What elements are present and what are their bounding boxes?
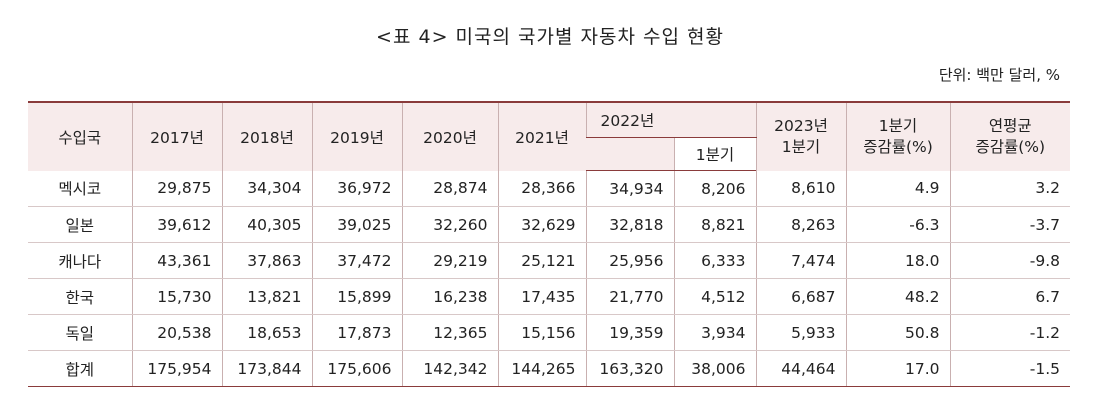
- table-cell: 37,863: [221, 242, 312, 279]
- row-country: 한국: [28, 278, 132, 315]
- table-cell: -6.3: [845, 206, 950, 243]
- table-row: 캐나다 43,361 37,863 37,472 29,219 25,121 25,956 6…: [28, 242, 1070, 279]
- table-cell: 5,933: [755, 314, 846, 351]
- header-cagr: 연평균 증감률(%): [949, 101, 1070, 171]
- header-year: 2018년: [221, 101, 312, 171]
- table-cell: 29,219: [401, 242, 498, 279]
- table-cell: 8,610: [755, 170, 846, 207]
- table-cell: 28,874: [401, 170, 498, 207]
- table-cell: 32,818: [585, 206, 674, 243]
- row-country: 일본: [28, 206, 132, 243]
- table-cell: 8,206: [673, 170, 756, 207]
- table-cell: 40,305: [221, 206, 312, 243]
- header-country: 수입국: [28, 101, 132, 171]
- table-cell: 39,025: [311, 206, 402, 243]
- table-cell: 6,333: [673, 242, 756, 279]
- header-q1-growth: 1분기 증감률(%): [845, 101, 950, 171]
- header-2023-line2: 1분기: [781, 137, 821, 156]
- header-cagr-line2: 증감률(%): [975, 137, 1046, 156]
- table-cell: 175,606: [311, 350, 402, 387]
- table-title: <표 4> 미국의 국가별 자동차 수입 현황: [376, 26, 724, 48]
- table-cell: 44,464: [755, 350, 846, 387]
- table-cell: 17,873: [311, 314, 402, 351]
- table-cell: 38,006: [673, 350, 756, 387]
- table-cell: 25,956: [585, 242, 674, 279]
- table-row: 합계 175,954 173,844 175,606 142,342 144,265 163…: [28, 350, 1070, 387]
- table-cell: 21,770: [585, 278, 674, 315]
- header-year: 2019년: [311, 101, 402, 171]
- table-cell: -3.7: [949, 206, 1070, 243]
- header-2022-blank: [586, 137, 674, 171]
- table-cell: 3,934: [673, 314, 756, 351]
- table-cell: -1.2: [949, 314, 1070, 351]
- table-cell: 37,472: [311, 242, 402, 279]
- table-cell: 15,899: [311, 278, 402, 315]
- table-cell: 48.2: [845, 278, 950, 315]
- header-year: 2020년: [401, 101, 498, 171]
- table-cell: 8,263: [755, 206, 846, 243]
- table-cell: 34,304: [221, 170, 312, 207]
- table-cell: 39,612: [131, 206, 222, 243]
- table-cell: 50.8: [845, 314, 950, 351]
- table-body: 멕시코 29,875 34,304 36,972 28,874 28,366 34,934 8…: [28, 170, 1070, 387]
- table-cell: 163,320: [585, 350, 674, 387]
- table-cell: 6.7: [949, 278, 1070, 315]
- table-cell: 25,121: [497, 242, 586, 279]
- unit-note: 단위: 백만 달러, %: [938, 66, 1060, 84]
- table-cell: 13,821: [221, 278, 312, 315]
- table-cell: 142,342: [401, 350, 498, 387]
- table-cell: 173,844: [221, 350, 312, 387]
- table-cell: 36,972: [311, 170, 402, 207]
- header-growth-line2: 증감률(%): [863, 137, 933, 156]
- import-table: 수입국 2017년 2018년 2019년 2020년 2021년 2022년 …: [28, 101, 1070, 387]
- table-cell: 4.9: [845, 170, 950, 207]
- header-2023-line1: 2023년: [774, 116, 828, 135]
- table-cell: 34,934: [585, 170, 674, 207]
- header-year: 2022년: [585, 101, 756, 138]
- table-cell: 32,629: [497, 206, 586, 243]
- row-country: 합계: [28, 350, 132, 387]
- table-cell: 7,474: [755, 242, 846, 279]
- header-2023-q1: 2023년 1분기: [755, 101, 846, 171]
- table-cell: -1.5: [949, 350, 1070, 387]
- table-cell: 6,687: [755, 278, 846, 315]
- table-cell: 18.0: [845, 242, 950, 279]
- header-growth-line1: 1분기: [878, 116, 918, 135]
- table-cell: 17,435: [497, 278, 586, 315]
- table-cell: 4,512: [673, 278, 756, 315]
- table-cell: 15,730: [131, 278, 222, 315]
- table-cell: 15,156: [497, 314, 586, 351]
- table-cell: 16,238: [401, 278, 498, 315]
- header-2022-q1: 1분기: [673, 137, 756, 171]
- table-row: 일본 39,612 40,305 39,025 32,260 32,629 32,818 8,…: [28, 206, 1070, 243]
- table-cell: 3.2: [949, 170, 1070, 207]
- row-country: 멕시코: [28, 170, 132, 207]
- table-row: 독일 20,538 18,653 17,873 12,365 15,156 19,359 3,…: [28, 314, 1070, 351]
- row-country: 독일: [28, 314, 132, 351]
- table-cell: 28,366: [497, 170, 586, 207]
- table-cell: 20,538: [131, 314, 222, 351]
- table-row: 한국 15,730 13,821 15,899 16,238 17,435 21,770 4,…: [28, 278, 1070, 315]
- row-country: 캐나다: [28, 242, 132, 279]
- table-cell: 144,265: [497, 350, 586, 387]
- header-year: 2017년: [131, 101, 222, 171]
- table-cell: 43,361: [131, 242, 222, 279]
- table-cell: -9.8: [949, 242, 1070, 279]
- table-cell: 32,260: [401, 206, 498, 243]
- table-cell: 29,875: [131, 170, 222, 207]
- table-cell: 8,821: [673, 206, 756, 243]
- header-year-label: 2022년: [600, 112, 655, 130]
- table-cell: 18,653: [221, 314, 312, 351]
- header-year: 2021년: [497, 101, 586, 171]
- table-row: 멕시코 29,875 34,304 36,972 28,874 28,366 34,934 8…: [28, 170, 1070, 207]
- table-cell: 12,365: [401, 314, 498, 351]
- table-cell: 19,359: [585, 314, 674, 351]
- header-cagr-line1: 연평균: [988, 116, 1032, 135]
- table-cell: 17.0: [845, 350, 950, 387]
- table-cell: 175,954: [131, 350, 222, 387]
